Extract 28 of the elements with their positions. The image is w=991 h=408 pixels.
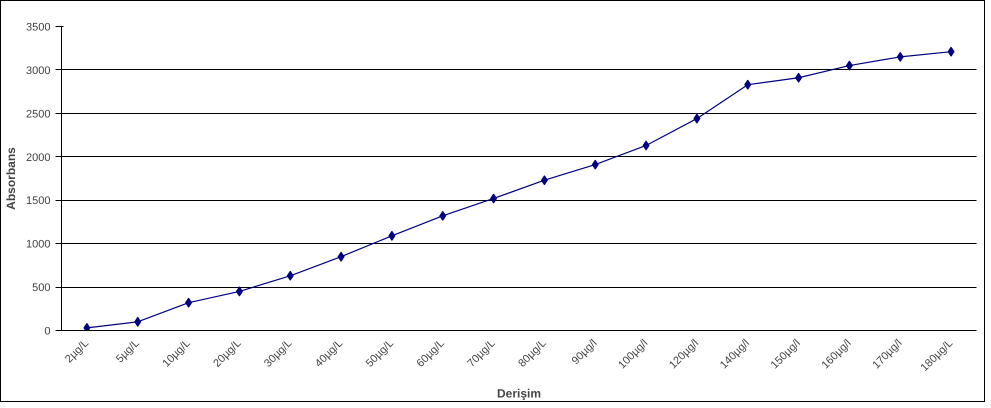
point [83, 322, 90, 330]
point [134, 316, 142, 327]
point [896, 52, 904, 62]
y-tick-label: 3000 [26, 64, 51, 77]
point [388, 230, 396, 241]
x-axis-title: Derişim [496, 386, 542, 400]
y-axis-title: Absorbans [4, 146, 18, 210]
y-tick-label: 500 [32, 282, 51, 294]
point [642, 140, 650, 150]
y-tick-label: 2500 [26, 108, 51, 120]
point [439, 210, 446, 221]
point [236, 286, 243, 296]
y-tick-label: 0 [44, 326, 51, 338]
point [338, 252, 345, 262]
y-tick-label: 2000 [26, 152, 51, 164]
point [286, 270, 294, 281]
y-tick-label: 1000 [26, 238, 51, 251]
point [185, 298, 192, 308]
point [744, 80, 752, 90]
point [540, 175, 548, 186]
point [846, 60, 853, 71]
point [795, 72, 802, 83]
point [948, 46, 955, 57]
point [592, 160, 599, 170]
point [490, 193, 498, 204]
point [693, 114, 700, 124]
y-tick-label: 3500 [26, 22, 51, 34]
y-tick-label: 1500 [26, 195, 51, 208]
